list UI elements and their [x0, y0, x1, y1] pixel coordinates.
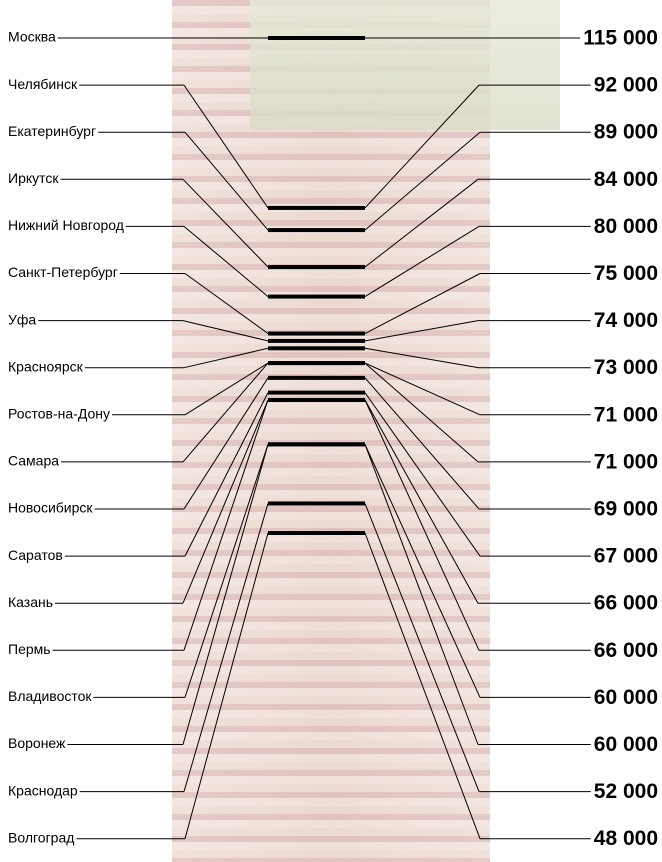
leader-line	[183, 179, 268, 267]
city-label: Владивосток	[8, 688, 92, 704]
city-label: Волгоград	[8, 829, 74, 845]
city-label: Самара	[8, 453, 59, 469]
level-bar	[268, 361, 365, 365]
leader-line	[184, 348, 268, 367]
leader-line	[184, 226, 268, 296]
leader-line	[185, 533, 268, 839]
value-label: 89 000	[594, 121, 658, 144]
leader-line	[365, 348, 479, 367]
level-bar	[268, 295, 365, 299]
chart: Москва 115 000 Челябинск 92 000 Екатеринбург…	[0, 0, 662, 862]
leader-line	[184, 503, 268, 791]
value-label: 73 000	[594, 356, 658, 379]
value-label: 66 000	[594, 639, 658, 662]
city-label: Воронеж	[8, 735, 66, 751]
level-bar	[268, 501, 365, 505]
value-label: 71 000	[594, 403, 658, 426]
level-bar	[268, 531, 365, 535]
leader-line	[365, 132, 480, 230]
leader-line	[365, 400, 479, 650]
city-label: Нижний Новгород	[8, 217, 124, 233]
leader-line	[365, 363, 478, 462]
leader-line	[365, 393, 480, 556]
level-bar	[268, 265, 365, 269]
city-label: Ростов-на-Дону	[8, 406, 110, 422]
level-bar	[268, 339, 365, 343]
leader-line	[184, 400, 268, 650]
leader-line	[365, 85, 479, 208]
level-bar	[268, 36, 365, 40]
value-label: 92 000	[594, 74, 658, 97]
leader-line	[183, 444, 268, 744]
value-label: 71 000	[594, 450, 658, 473]
level-bar	[268, 346, 365, 350]
city-label: Екатеринбург	[8, 123, 96, 139]
value-label: 75 000	[594, 262, 658, 285]
leader-line	[365, 179, 478, 267]
city-label: Краснодар	[8, 782, 78, 798]
level-bar	[268, 442, 365, 446]
value-label: 69 000	[594, 498, 658, 521]
city-label: Иркутск	[8, 170, 59, 186]
value-label: 80 000	[594, 215, 658, 238]
infographic: Москва 115 000 Челябинск 92 000 Екатеринбург…	[0, 0, 662, 862]
value-label: 52 000	[594, 780, 658, 803]
level-bar	[268, 376, 365, 380]
level-bar	[268, 391, 365, 395]
city-label: Москва	[8, 29, 56, 45]
leader-line	[365, 533, 480, 839]
city-label: Санкт-Петербург	[8, 264, 118, 280]
level-bar	[268, 332, 365, 336]
value-label: 66 000	[594, 592, 658, 615]
value-label: 67 000	[594, 545, 658, 568]
leader-line	[365, 503, 479, 791]
value-label: 60 000	[594, 733, 658, 756]
leader-line	[365, 226, 479, 296]
leader-line	[183, 363, 268, 462]
city-label: Пермь	[8, 641, 51, 657]
level-bar	[268, 398, 365, 402]
leader-line	[185, 393, 268, 556]
city-label: Казань	[8, 594, 53, 610]
city-label: Красноярск	[8, 358, 84, 374]
leader-line	[185, 363, 268, 415]
city-label: Уфа	[8, 311, 36, 327]
leader-line	[365, 321, 478, 341]
city-label: Новосибирск	[8, 500, 93, 516]
value-label: 74 000	[594, 309, 658, 332]
value-label: 60 000	[594, 686, 658, 709]
value-label: 115 000	[583, 27, 658, 50]
leader-line	[365, 444, 478, 744]
city-label: Челябинск	[8, 76, 78, 92]
leader-line	[185, 444, 268, 697]
city-label: Саратов	[8, 547, 63, 563]
level-bar	[268, 228, 365, 232]
value-label: 84 000	[594, 168, 658, 191]
leader-line	[365, 274, 480, 334]
leader-line	[183, 321, 268, 341]
leader-line	[365, 363, 480, 415]
leader-line	[365, 444, 480, 697]
value-label: 48 000	[594, 827, 658, 850]
level-bar	[268, 206, 365, 210]
leader-line	[365, 400, 478, 603]
